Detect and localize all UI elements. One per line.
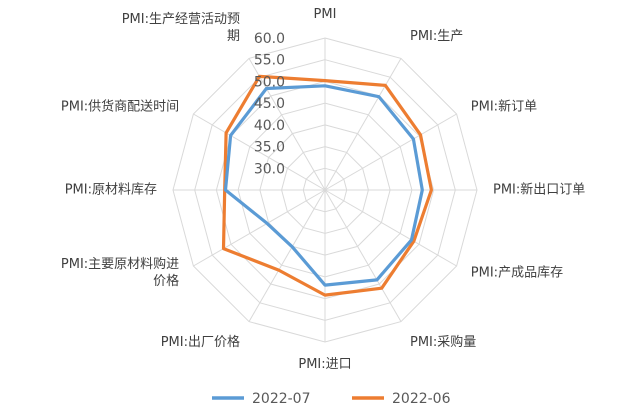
axis-label-line: PMI:生产经营活动预 (122, 12, 240, 27)
series-line-2022-07 (223, 84, 424, 287)
radar-spokes (173, 38, 477, 342)
spoke-1 (324, 58, 402, 191)
axis-label-2: PMI:新订单 (471, 99, 537, 115)
spoke-5 (324, 189, 402, 322)
axis-label-line: PMI:供货商配送时间 (61, 99, 179, 115)
axis-label-0: PMI (314, 7, 337, 22)
tick-label: 60.0 (254, 31, 285, 47)
axis-label-10: PMI:供货商配送时间 (61, 99, 179, 115)
axis-label-6: PMI:进口 (298, 357, 351, 372)
series-line-2022-06 (221, 74, 433, 297)
tick-label: 40.0 (254, 118, 285, 134)
radar-tick-labels: 30.0 35.0 40.0 45.0 50.0 55.0 60.0 (254, 31, 285, 177)
axis-label-9: PMI:原材料库存 (65, 182, 157, 198)
tick-label: 30.0 (254, 161, 285, 177)
axis-label-line: PMI:生产 (410, 29, 463, 44)
spoke-8 (193, 189, 326, 267)
radar-axis-labels: PMI PMI:生产 PMI:新订单 PMI:新出口订单 PMI:产成品库存 PMI:采购… (61, 7, 585, 372)
axis-label-line: PMI:出厂价格 (161, 334, 240, 350)
axis-label-7: PMI:出厂价格 (161, 334, 240, 350)
legend-label-2022-07: 2022-07 (252, 391, 311, 407)
legend-label-2022-06: 2022-06 (392, 391, 451, 407)
spoke-4 (324, 189, 457, 267)
axis-label-4: PMI:产成品库存 (471, 265, 563, 281)
spoke-2 (324, 113, 457, 191)
axis-label-8: PMI:主要原材料购进价格 (61, 256, 179, 289)
tick-label: 55.0 (254, 53, 285, 69)
spoke-7 (248, 189, 326, 322)
chart-legend: 2022-07 2022-06 (212, 391, 451, 407)
axis-label-line: PMI:主要原材料购进 (61, 256, 179, 272)
tick-label: 45.0 (254, 96, 285, 112)
axis-label-line: 价格 (153, 273, 179, 289)
axis-label-1: PMI:生产 (410, 29, 463, 44)
axis-label-line: 期 (227, 29, 240, 44)
radar-series (221, 74, 433, 297)
axis-label-line: PMI:原材料库存 (65, 182, 157, 198)
axis-label-3: PMI:新出口订单 (493, 182, 585, 198)
axis-label-11: PMI:生产经营活动预期 (122, 12, 240, 44)
tick-label: 50.0 (254, 74, 285, 90)
axis-label-line: PMI:新出口订单 (493, 182, 585, 198)
axis-label-line: PMI:新订单 (471, 99, 537, 115)
axis-label-line: PMI (314, 7, 337, 22)
axis-label-line: PMI:产成品库存 (471, 265, 563, 281)
axis-label-line: PMI:采购量 (410, 334, 476, 350)
spoke-11 (248, 58, 326, 191)
axis-label-line: PMI:进口 (298, 357, 351, 372)
spoke-10 (193, 113, 326, 191)
axis-label-5: PMI:采购量 (410, 334, 476, 350)
tick-label: 35.0 (254, 140, 285, 156)
